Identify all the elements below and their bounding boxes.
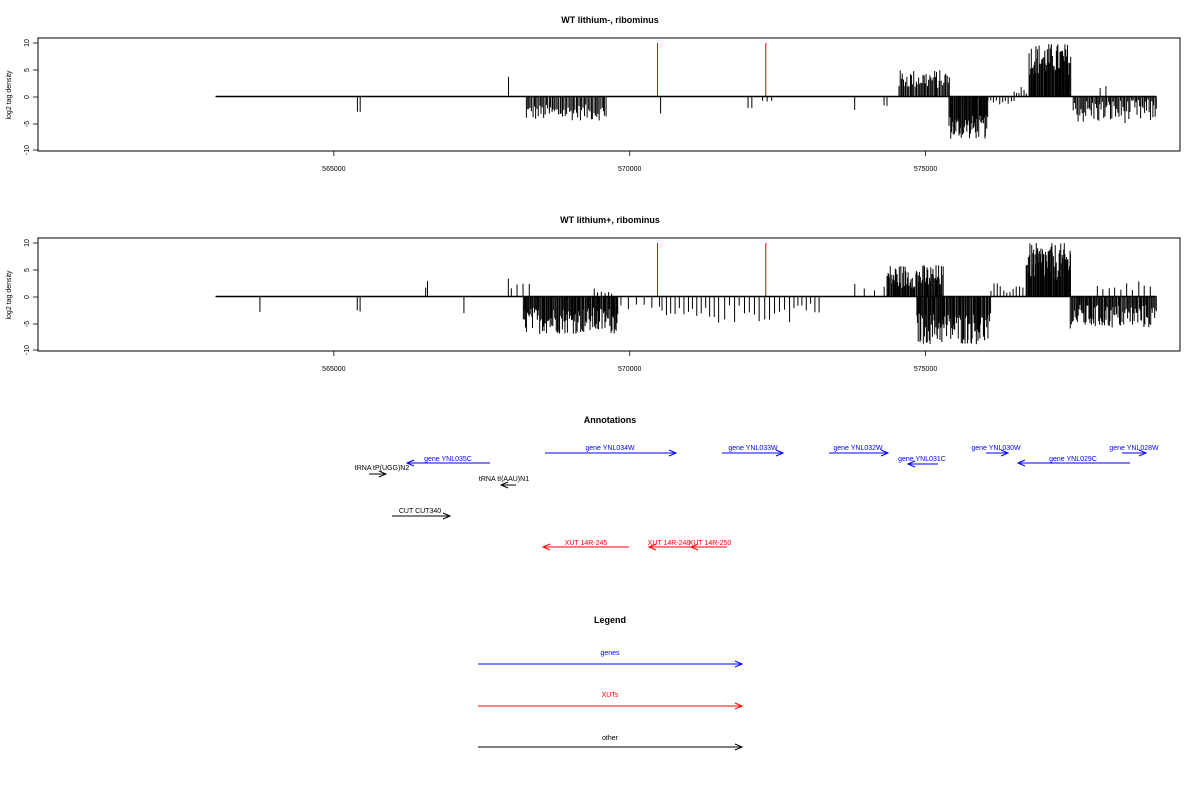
gene-ynl034w: gene YNL034W <box>545 445 678 457</box>
y-tick-label: 10 <box>24 39 31 47</box>
gene-ynl033w: gene YNL033W <box>722 445 785 457</box>
xut-label: XUT 14R-248 <box>648 540 691 547</box>
x-tick-label: 565000 <box>322 166 345 173</box>
arrowhead-left-icon <box>405 459 415 467</box>
arrowhead-left-icon <box>689 543 699 551</box>
x-tick-label: 565000 <box>322 366 345 373</box>
gene-ynl028w: gene YNL028W <box>1109 445 1159 457</box>
xut-14r-248: XUT 14R-248 <box>647 540 694 551</box>
arrowhead-left-icon <box>541 543 551 551</box>
arrowhead-right-icon <box>1138 449 1148 457</box>
feature-label: tRNA tP(UGG)N2 <box>355 465 410 472</box>
gene-label: gene YNL033W <box>728 445 778 452</box>
arrowhead-right-icon <box>668 449 678 457</box>
x-axis: 565000 570000 575000 <box>322 351 937 373</box>
arrowhead-right-icon <box>880 449 890 457</box>
legend-item-xuts: XUTs <box>478 692 744 710</box>
annotations-track: Annotations gene YNL035C gene YNL034W ge… <box>355 415 1159 551</box>
gene-ynl029c: gene YNL029C <box>1016 456 1130 467</box>
arrowhead-left-icon <box>1016 459 1026 467</box>
gene-label: gene YNL029C <box>1049 456 1097 463</box>
legend: Legend genes XUTs other <box>478 615 744 751</box>
y-axis-label: log2 tag density <box>6 270 13 320</box>
y-tick-label: 0 <box>24 95 31 99</box>
trna-ti-aau-n1: tRNA tI(AAU)N1 <box>479 476 529 489</box>
data-bars <box>259 243 1157 345</box>
x-tick-label: 575000 <box>914 166 937 173</box>
legend-item-other: other <box>478 735 744 751</box>
cut-cut340: CUT CUT340 <box>392 508 452 520</box>
y-axis: 10 5 0 -5 -10 <box>24 239 39 355</box>
y-axis-label: log2 tag density <box>6 70 13 120</box>
gene-label: gene YNL030W <box>971 445 1021 452</box>
arrowhead-right-icon <box>1000 449 1010 457</box>
arrowhead-right-icon <box>734 660 744 668</box>
chart-panel-lithium-plus: WT lithium+, ribominus log2 tag density … <box>6 215 1181 373</box>
gene-label: gene YNL035C <box>424 456 472 463</box>
arrowhead-right-icon <box>734 743 744 751</box>
arrowhead-right-icon <box>378 470 388 478</box>
gene-label: gene YNL031C <box>898 456 946 463</box>
y-tick-label: -10 <box>24 145 31 155</box>
x-tick-label: 570000 <box>618 166 641 173</box>
data-bars <box>356 44 1157 139</box>
x-axis: 565000 570000 575000 <box>322 151 937 173</box>
y-tick-label: -5 <box>24 121 31 127</box>
y-tick-label: 5 <box>24 68 31 72</box>
gene-ynl031c: gene YNL031C <box>898 456 946 468</box>
arrowhead-left-icon <box>647 543 657 551</box>
y-tick-label: 5 <box>24 268 31 272</box>
legend-label: other <box>602 735 619 742</box>
legend-label: XUTs <box>602 692 619 699</box>
xut-label: XUT 14R-245 <box>565 540 608 547</box>
y-tick-label: 0 <box>24 295 31 299</box>
chart-title: WT lithium-, ribominus <box>561 15 659 25</box>
gene-ynl032w: gene YNL032W <box>829 445 890 457</box>
gene-ynl035c: gene YNL035C <box>405 456 490 467</box>
y-axis: 10 5 0 -5 -10 <box>24 39 39 155</box>
x-tick-label: 575000 <box>914 366 937 373</box>
annotations-title: Annotations <box>584 415 637 425</box>
xut-14r-250: XUT 14R-250 <box>689 540 732 551</box>
plot-frame <box>37 37 1181 152</box>
chart-panel-lithium-minus: WT lithium-, ribominus log2 tag density … <box>6 15 1181 173</box>
arrowhead-right-icon <box>734 702 744 710</box>
y-tick-label: -10 <box>24 345 31 355</box>
trna-tp-ugg-n2: tRNA tP(UGG)N2 <box>355 465 410 478</box>
gene-label: gene YNL034W <box>585 445 635 452</box>
arrowhead-right-icon <box>442 512 452 520</box>
marker-lines <box>657 43 767 97</box>
gene-label: gene YNL032W <box>833 445 883 452</box>
gene-ynl030w: gene YNL030W <box>971 445 1021 457</box>
arrowhead-left-icon <box>906 460 916 468</box>
gene-label: gene YNL028W <box>1109 445 1159 452</box>
y-tick-label: 10 <box>24 239 31 247</box>
x-tick-label: 570000 <box>618 366 641 373</box>
legend-title: Legend <box>594 615 626 625</box>
xut-14r-245: XUT 14R-245 <box>541 540 629 551</box>
marker-lines <box>657 243 767 297</box>
legend-item-genes: genes <box>478 650 744 668</box>
arrowhead-right-icon <box>775 449 785 457</box>
arrowhead-left-icon <box>499 481 509 489</box>
xut-label: XUT 14R-250 <box>689 540 732 547</box>
feature-label: tRNA tI(AAU)N1 <box>479 476 529 483</box>
feature-label: CUT CUT340 <box>399 508 441 515</box>
chart-title: WT lithium+, ribominus <box>560 215 660 225</box>
y-tick-label: -5 <box>24 321 31 327</box>
legend-label: genes <box>600 650 620 657</box>
